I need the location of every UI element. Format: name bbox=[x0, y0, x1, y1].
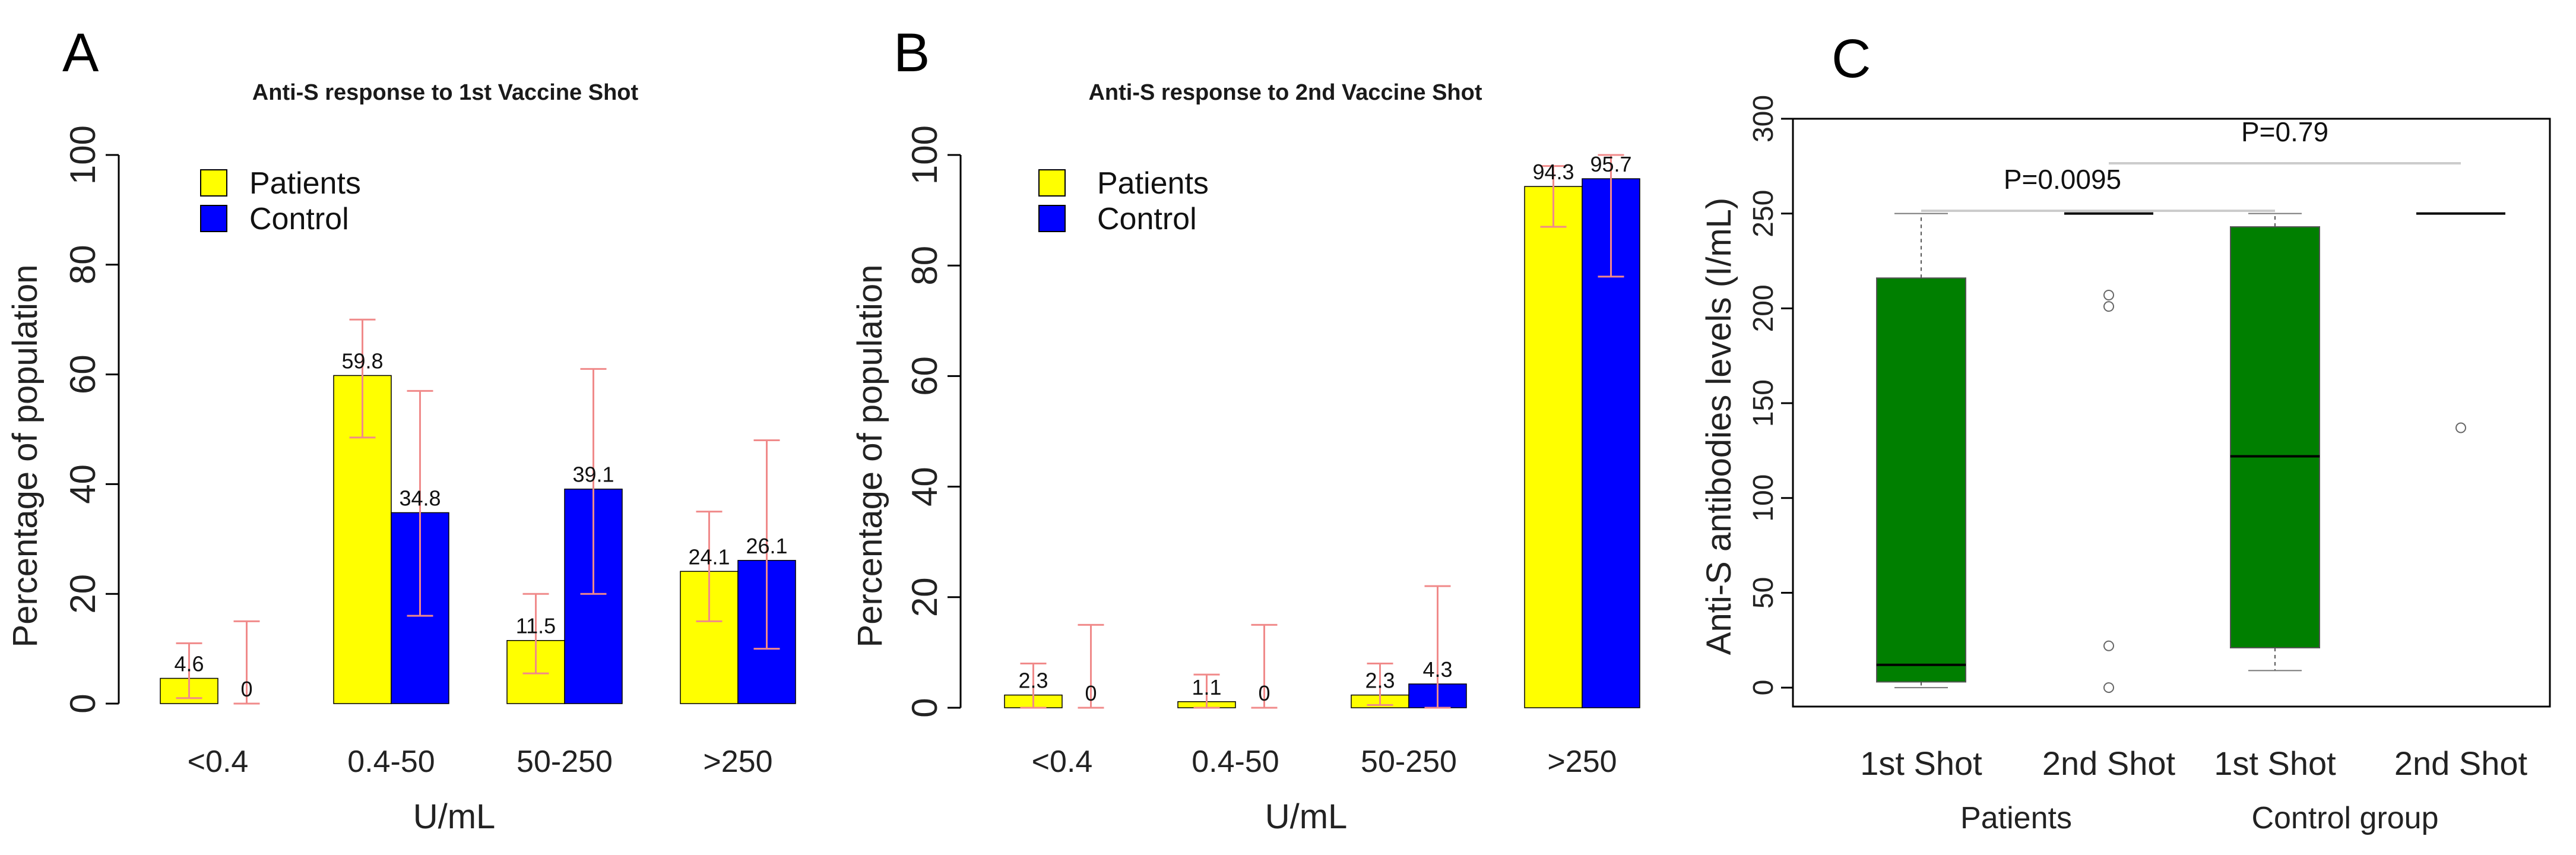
chart-c-xtick-label: 2nd Shot bbox=[2042, 745, 2176, 782]
chart-a-ytick-label: 100 bbox=[63, 125, 103, 185]
chart-c-xtick-label: 2nd Shot bbox=[2394, 745, 2528, 782]
chart-a-xlabel: U/mL bbox=[413, 797, 496, 836]
chart-c-ytick-label: 300 bbox=[1748, 95, 1779, 142]
chart-b-ylabel: Percentage of population bbox=[851, 265, 889, 648]
chart-a-legend-control-swatch bbox=[200, 205, 227, 232]
chart-b-xtick-label: 0.4-50 bbox=[1192, 745, 1279, 779]
chart-c-group-control: Control group bbox=[2251, 801, 2438, 835]
chart-b-title: Anti-S response to 2nd Vaccine Shot bbox=[1088, 80, 1482, 105]
panel-label-c: C bbox=[1832, 28, 1871, 89]
chart-a-data-label: 4.6 bbox=[174, 651, 204, 676]
chart-b-ytick-label: 100 bbox=[905, 125, 945, 185]
chart-a-data-label: 59.8 bbox=[341, 349, 383, 373]
chart-b-xtick-label: 50-250 bbox=[1361, 745, 1457, 779]
chart-b-legend-control: Control bbox=[1097, 202, 1197, 236]
chart-a-marks: 0 20 40 60 80 100 <0.4 4.6 0 0.4-50 59.8 34.8 50-250… bbox=[63, 125, 796, 779]
chart-b-legend-patients: Patients bbox=[1097, 166, 1209, 201]
chart-c-p-value: P=0.79 bbox=[2241, 116, 2328, 147]
chart-b-data-label: 0 bbox=[1258, 681, 1270, 705]
chart-b-data-label: 2.3 bbox=[1365, 669, 1395, 693]
chart-b-data-label: 0 bbox=[1085, 681, 1097, 705]
chart-a-legend-patients-swatch bbox=[200, 169, 227, 197]
chart-a-legend-control: Control bbox=[249, 202, 349, 236]
chart-c-ytick-label: 200 bbox=[1748, 284, 1779, 332]
chart-a-xtick-label: >250 bbox=[703, 745, 772, 779]
chart-a-ytick-label: 40 bbox=[63, 464, 103, 504]
chart-a-xtick-label: 0.4-50 bbox=[347, 745, 435, 779]
chart-a-legend-patients: Patients bbox=[249, 166, 361, 201]
chart-b-xlabel: U/mL bbox=[1265, 797, 1348, 836]
chart-a-ytick-label: 60 bbox=[63, 354, 103, 394]
chart-c-marks: 0 50 100 150 200 250 300 1st Shot 2nd Shot 1st Sh… bbox=[1748, 95, 2551, 782]
chart-b-legend-control-swatch bbox=[1038, 205, 1066, 232]
chart-c-box bbox=[2230, 226, 2320, 648]
chart-b-ytick-label: 40 bbox=[905, 467, 945, 506]
chart-b-data-label: 2.3 bbox=[1018, 669, 1048, 693]
chart-c-outlier bbox=[2455, 422, 2466, 433]
chart-a-xtick-label: 50-250 bbox=[517, 745, 613, 779]
chart-a-xtick-label: <0.4 bbox=[188, 745, 249, 779]
chart-b-data-label: 95.7 bbox=[1590, 152, 1631, 176]
chart-b-ytick-label: 20 bbox=[905, 577, 945, 617]
chart-a-data-label: 24.1 bbox=[688, 544, 730, 569]
chart-c-box bbox=[1876, 277, 1966, 683]
chart-c-xtick-label: 1st Shot bbox=[2214, 745, 2336, 782]
chart-c-outlier bbox=[2103, 290, 2114, 300]
chart-a-ytick-label: 0 bbox=[63, 694, 103, 713]
chart-a-ytick-label: 20 bbox=[63, 574, 103, 614]
chart-b-xtick-label: >250 bbox=[1547, 745, 1617, 779]
panel-label-a: A bbox=[62, 23, 99, 83]
chart-a-ytick-label: 80 bbox=[63, 245, 103, 284]
chart-c-ytick-label: 150 bbox=[1748, 379, 1779, 427]
chart-b-bar-patients bbox=[1524, 186, 1583, 708]
chart-a-data-label: 11.5 bbox=[516, 614, 556, 638]
chart-b-data-label: 1.1 bbox=[1192, 675, 1221, 699]
chart-a-data-label: 34.8 bbox=[399, 486, 441, 510]
chart-c-outlier bbox=[2103, 640, 2114, 651]
chart-a-title: Anti-S response to 1st Vaccine Shot bbox=[252, 80, 639, 105]
chart-c-ytick-label: 250 bbox=[1748, 190, 1779, 238]
chart-c-ytick-label: 0 bbox=[1748, 680, 1779, 696]
chart-c-p-value: P=0.0095 bbox=[2004, 164, 2121, 195]
chart-b-ytick-label: 80 bbox=[905, 246, 945, 286]
chart-b-data-label: 94.3 bbox=[1532, 160, 1574, 184]
chart-b-ytick-label: 0 bbox=[905, 698, 945, 717]
chart-c-outlier bbox=[2103, 301, 2114, 312]
chart-b-legend-patients-swatch bbox=[1038, 169, 1066, 197]
chart-c-ytick-label: 100 bbox=[1748, 474, 1779, 522]
chart-a-ylabel: Percentage of population bbox=[6, 265, 45, 648]
chart-c-xtick-label: 1st Shot bbox=[1860, 745, 1982, 782]
chart-c-outlier bbox=[2103, 682, 2114, 694]
chart-b-xtick-label: <0.4 bbox=[1032, 745, 1093, 779]
chart-b-data-label: 4.3 bbox=[1422, 657, 1452, 682]
panel-label-b: B bbox=[893, 23, 930, 83]
chart-a-data-label: 39.1 bbox=[572, 463, 614, 487]
chart-a-data-label: 26.1 bbox=[746, 534, 787, 558]
chart-b-ytick-label: 60 bbox=[905, 356, 945, 396]
chart-b-marks: 0 20 40 60 80 100 <0.4 2.3 0 0.4-50 1.1 0 50-250 2.3 4… bbox=[905, 125, 1640, 779]
chart-c-ytick-label: 50 bbox=[1748, 577, 1779, 609]
chart-a-data-label: 0 bbox=[240, 677, 252, 701]
chart-c-plot-frame bbox=[1792, 118, 2551, 708]
chart-c-ylabel: Anti-S antibodies levels (I/mL) bbox=[1700, 198, 1738, 655]
chart-c-group-patients: Patients bbox=[1960, 801, 2072, 835]
